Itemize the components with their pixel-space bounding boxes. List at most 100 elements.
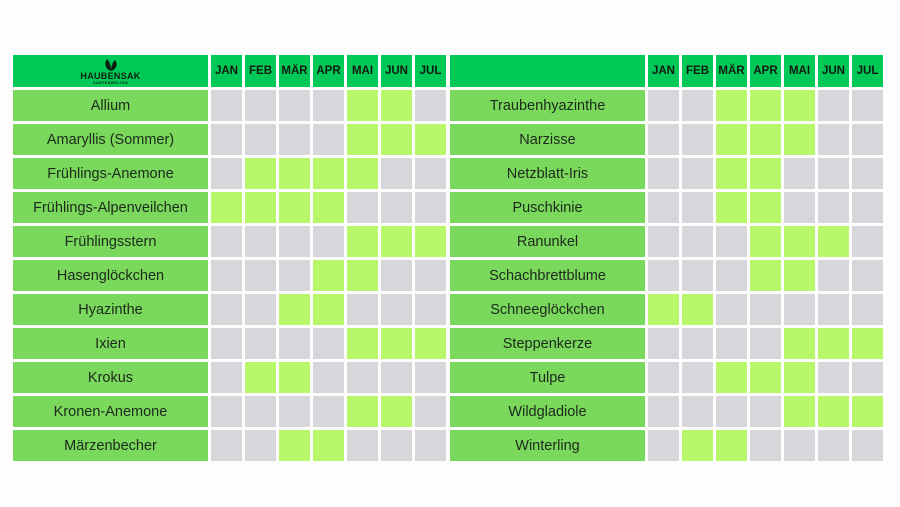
empty-cell [852,260,883,291]
empty-cell [750,396,781,427]
bloom-cell [381,90,412,121]
bloom-cell [313,294,344,325]
bloom-cell [279,294,310,325]
bloom-cell [347,328,378,359]
flower-name: Steppenkerze [450,328,645,359]
empty-cell [682,158,713,189]
empty-cell [648,226,679,257]
empty-cell [211,362,242,393]
bloom-cell [818,396,849,427]
bloom-cell [750,158,781,189]
empty-cell [750,294,781,325]
bloom-cell [716,90,747,121]
empty-cell [750,430,781,461]
month-header: JAN [648,55,679,87]
empty-cell [279,90,310,121]
bloom-cell [750,226,781,257]
bloom-cell [750,362,781,393]
empty-cell [818,294,849,325]
bloom-cell [716,192,747,223]
blank-header-cell [450,55,645,87]
empty-cell [818,430,849,461]
bloom-cell [279,430,310,461]
bloom-cell [784,396,815,427]
month-header: MÄR [716,55,747,87]
empty-cell [818,192,849,223]
empty-cell [211,294,242,325]
empty-cell [682,362,713,393]
bloom-table-left: HAUBENSAK GARTENWELTEN JAN FEB MÄR APR M… [13,55,446,461]
brand-tagline: GARTENWELTEN [92,80,129,85]
bloom-cell [750,192,781,223]
empty-cell [279,260,310,291]
bloom-cell [818,328,849,359]
empty-cell [381,294,412,325]
haubensak-logo: HAUBENSAK GARTENWELTEN [13,55,208,87]
bloom-cell [381,396,412,427]
empty-cell [716,294,747,325]
bloom-cell [279,158,310,189]
empty-cell [313,328,344,359]
empty-cell [415,396,446,427]
empty-cell [211,124,242,155]
flower-name: Amaryllis (Sommer) [13,124,208,155]
empty-cell [245,260,276,291]
bloom-cell [245,192,276,223]
empty-cell [415,90,446,121]
month-header: APR [313,55,344,87]
flower-name: Puschkinie [450,192,645,223]
bloom-cell [347,226,378,257]
empty-cell [245,294,276,325]
empty-cell [852,362,883,393]
empty-cell [784,192,815,223]
bloom-cell [347,90,378,121]
empty-cell [245,226,276,257]
bloom-cell [381,328,412,359]
month-header: MAI [784,55,815,87]
bloom-cell [648,294,679,325]
empty-cell [279,396,310,427]
empty-cell [784,430,815,461]
empty-cell [211,328,242,359]
month-header: JUN [381,55,412,87]
empty-cell [682,396,713,427]
bloom-cell [852,328,883,359]
bloom-cell [313,158,344,189]
empty-cell [852,124,883,155]
empty-cell [415,192,446,223]
empty-cell [682,226,713,257]
flower-name: Krokus [13,362,208,393]
flower-name: Hyazinthe [13,294,208,325]
bloom-cell [211,192,242,223]
empty-cell [211,226,242,257]
empty-cell [648,430,679,461]
empty-cell [313,362,344,393]
empty-cell [313,124,344,155]
empty-cell [750,328,781,359]
bloom-cell [716,158,747,189]
empty-cell [818,362,849,393]
bloom-cell [313,430,344,461]
empty-cell [245,430,276,461]
bloom-cell [682,294,713,325]
flower-name: Narzisse [450,124,645,155]
empty-cell [415,158,446,189]
empty-cell [852,430,883,461]
bloom-cell [347,396,378,427]
empty-cell [784,294,815,325]
empty-cell [313,226,344,257]
empty-cell [818,124,849,155]
empty-cell [716,328,747,359]
empty-cell [347,362,378,393]
empty-cell [852,158,883,189]
empty-cell [245,124,276,155]
empty-cell [245,328,276,359]
empty-cell [784,158,815,189]
brand-name: HAUBENSAK [80,70,141,81]
empty-cell [415,362,446,393]
month-header: FEB [682,55,713,87]
flower-name: Ranunkel [450,226,645,257]
month-header: JUL [852,55,883,87]
empty-cell [852,226,883,257]
bloom-cell [415,328,446,359]
